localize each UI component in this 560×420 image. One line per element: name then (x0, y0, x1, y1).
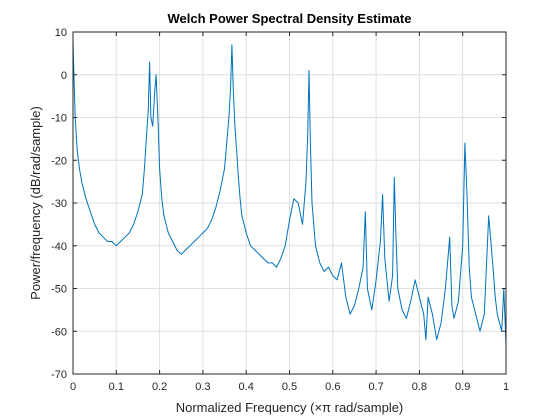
x-axis-label: Normalized Frequency (×π rad/sample) (176, 400, 404, 415)
x-tick-label: 0.5 (282, 381, 297, 393)
y-tick-label: -20 (51, 155, 67, 167)
psd-series-line (72, 40, 507, 345)
ticks: 0 0.1 0.2 0.3 0.4 0.5 0.6 0.7 0.8 0.9 1 -70 -60 -50 -4… (51, 27, 509, 393)
chart-title: Welch Power Spectral Density Estimate (168, 11, 412, 26)
x-tick-label: 0 (70, 381, 76, 393)
series-layer (72, 40, 507, 345)
x-tick-label: 0.7 (368, 381, 383, 393)
x-tick-label: 0.6 (325, 381, 340, 393)
y-tick-label: 10 (55, 27, 67, 39)
y-tick-label: -50 (51, 284, 67, 296)
x-tick-label: 0.9 (455, 381, 470, 393)
y-tick-label: -40 (51, 241, 67, 253)
x-tick-label: 1 (503, 381, 509, 393)
y-axis-label: Power/frequency (dB/rad/sample) (28, 106, 43, 300)
x-tick-label: 0.1 (109, 381, 124, 393)
y-tick-label: -70 (51, 369, 67, 381)
x-tick-label: 0.2 (152, 381, 167, 393)
x-tick-label: 0.4 (239, 381, 254, 393)
y-tick-label: 0 (61, 70, 67, 82)
x-tick-label: 0.3 (195, 381, 210, 393)
y-tick-label: -10 (51, 113, 67, 125)
x-tick-label: 0.8 (412, 381, 427, 393)
y-tick-label: -60 (51, 326, 67, 338)
y-tick-label: -30 (51, 198, 67, 210)
